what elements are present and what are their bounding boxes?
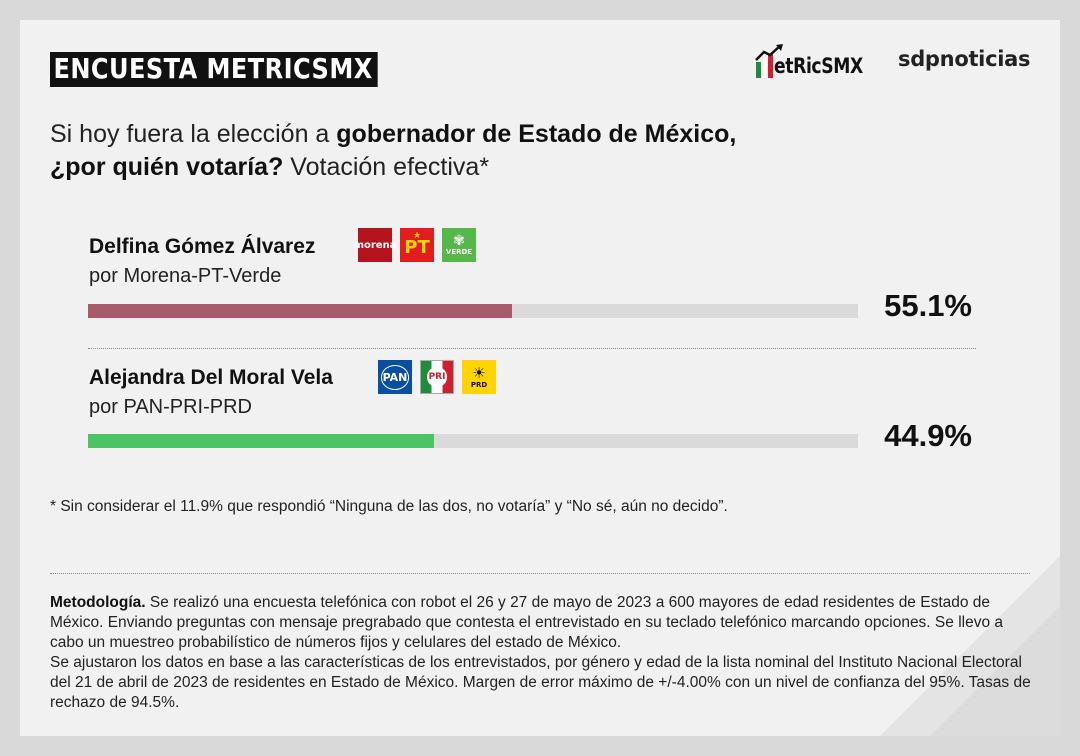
value-label-2: 44.9% [884, 418, 972, 453]
corner-decoration [880, 556, 1060, 736]
metricsmx-flag-icon [755, 44, 783, 79]
pt-logo-icon: ★ PT [400, 228, 434, 262]
candidate-party-2: por PAN-PRI-PRD [89, 396, 252, 418]
methodology-text-2: Se ajustaron los datos en base a las car… [50, 654, 1031, 711]
poll-card: ENCUESTA METRICSMX etRicSMX sdpnoticias … [20, 20, 1060, 736]
pt-logo-text: PT [404, 237, 430, 258]
methodology-divider [50, 573, 1030, 574]
party-logos-2: PAN PRI ☀ PRD [378, 360, 496, 394]
value-label-1: 55.1% [884, 288, 972, 323]
candidate-divider [88, 348, 976, 349]
question-part1-bold: gobernador de Estado de México, [336, 120, 737, 148]
prd-logo-icon: ☀ PRD [462, 360, 496, 394]
verde-logo-text: VERDE [445, 248, 473, 256]
verde-logo-icon: ✾ VERDE [442, 228, 476, 262]
pri-logo-text: PRI [426, 367, 448, 387]
metricsmx-logo-text: etRicSMX [774, 54, 863, 78]
footnote: * Sin considerar el 11.9% que respondió … [50, 498, 728, 515]
survey-brand-tag: ENCUESTA METRICSMX [50, 52, 378, 87]
bar-fill-1 [88, 304, 512, 318]
question-part1: Si hoy fuera la elección a [50, 120, 337, 148]
bar-fill-2 [88, 434, 434, 448]
prd-logo-text: PRD [470, 381, 488, 389]
pan-logo-icon: PAN [378, 360, 412, 394]
candidate-name-2: Alejandra Del Moral Vela [89, 366, 333, 389]
methodology: Metodología. Se realizó una encuesta tel… [50, 593, 1040, 713]
methodology-text: Se realizó una encuesta telefónica con r… [50, 594, 1003, 651]
pri-logo-icon: PRI [420, 360, 454, 394]
methodology-label: Metodología. [50, 594, 146, 611]
question-part2-bold: ¿por quién votaría? [50, 153, 284, 181]
pan-logo-text: PAN [380, 364, 410, 390]
poll-question: Si hoy fuera la elección a gobernador de… [50, 118, 950, 184]
candidate-party-1: por Morena-PT-Verde [89, 265, 282, 287]
bar-track-2 [88, 434, 858, 448]
question-part2: Votación efectiva* [283, 153, 490, 181]
party-logos-1: morena ★ PT ✾ VERDE [354, 228, 476, 262]
metricsmx-logo: etRicSMX [754, 42, 884, 82]
bar-track-1 [88, 304, 858, 318]
morena-logo-icon: morena [354, 228, 396, 262]
sdpnoticias-logo: sdpnoticias [898, 47, 1031, 71]
candidate-name-1: Delfina Gómez Álvarez [89, 235, 316, 258]
morena-logo-text: morena [353, 239, 397, 251]
